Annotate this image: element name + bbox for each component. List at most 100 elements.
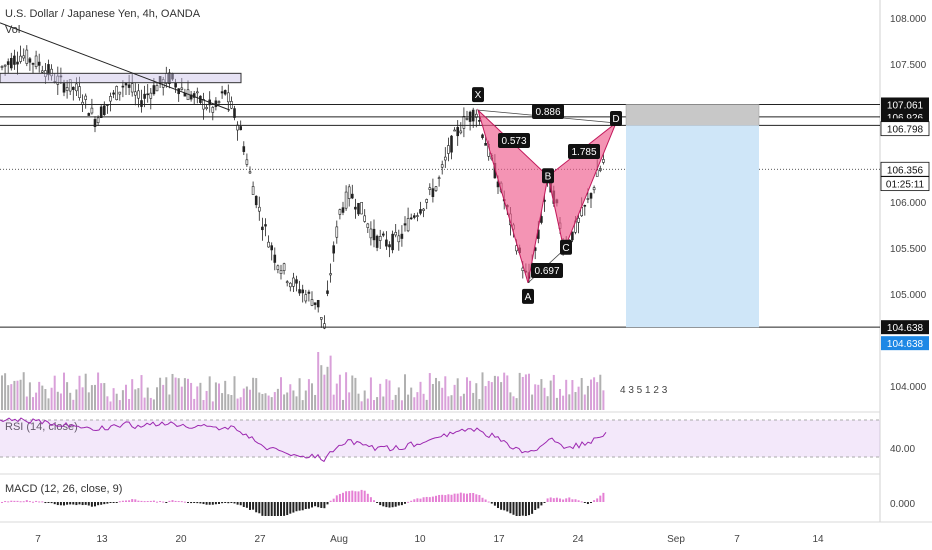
volume-bar	[493, 375, 496, 410]
macd-bar	[469, 493, 472, 502]
macd-label[interactable]: MACD (12, 26, close, 9)	[5, 483, 123, 495]
macd-bar	[97, 502, 100, 506]
candle	[130, 73, 134, 97]
volume-bar	[583, 394, 586, 410]
volume-bar	[28, 382, 31, 410]
candle-body	[217, 101, 221, 103]
pattern-ratio-label: 0.886	[532, 104, 564, 119]
volume-bar	[273, 392, 276, 410]
ratio-text: 0.697	[534, 266, 559, 277]
candle	[385, 231, 388, 250]
candle	[440, 160, 444, 175]
volume-bar	[56, 391, 59, 410]
volume-bar	[242, 388, 245, 410]
volume-bar	[332, 394, 335, 410]
macd-histogram	[1, 489, 605, 516]
volume-bar	[10, 384, 13, 410]
pattern-point-badge	[522, 288, 534, 304]
candle	[406, 207, 410, 233]
price-tag: 106.356	[880, 161, 930, 177]
macd-bar	[156, 501, 158, 503]
candle	[301, 284, 305, 303]
ratio-badge	[531, 263, 563, 278]
candle-body	[180, 87, 184, 90]
volume-bar	[376, 397, 379, 410]
macd-bar	[394, 502, 397, 507]
macd-bar	[180, 501, 183, 503]
volume-bar	[286, 392, 289, 410]
candle	[372, 219, 376, 248]
volume-bar	[487, 380, 490, 410]
candle	[13, 49, 16, 70]
candle	[577, 215, 580, 234]
candle-body	[419, 209, 422, 214]
candle-body	[285, 281, 289, 284]
volume-bar	[323, 374, 326, 410]
volume-bar	[38, 381, 41, 410]
macd-bar	[292, 502, 295, 513]
macd-bar	[72, 502, 75, 505]
volume-bar	[258, 392, 261, 410]
macd-bar	[391, 502, 394, 508]
candle	[465, 110, 469, 121]
candle	[450, 135, 453, 160]
time-axis-tick: 20	[175, 534, 187, 545]
macd-bar	[373, 500, 375, 502]
candle	[115, 85, 118, 101]
volume-bar	[373, 400, 375, 410]
volume-bar	[301, 400, 304, 410]
macd-bar	[342, 492, 344, 502]
watermark-text: 4 3 5 1 2 3	[620, 385, 668, 396]
price-tag-text: 106.356	[887, 165, 924, 176]
price-tag-box	[881, 97, 929, 112]
candle	[186, 80, 190, 101]
macd-bar	[348, 491, 351, 502]
macd-bar	[193, 502, 196, 503]
chart-symbol-title[interactable]: U.S. Dollar / Japanese Yen, 4h, OANDA	[5, 8, 201, 20]
volume-bar	[317, 351, 320, 410]
candle	[366, 222, 370, 234]
candle	[254, 195, 258, 209]
candle	[81, 94, 84, 113]
candle-body	[34, 55, 38, 67]
candle-body	[323, 323, 326, 329]
candle	[270, 242, 274, 261]
pattern-point-a: A	[522, 288, 534, 304]
volume-bar	[571, 380, 574, 410]
pattern-ratio-label: 0.573	[498, 133, 530, 148]
candle	[416, 212, 419, 222]
macd-bar	[459, 492, 462, 502]
volume-bar	[97, 372, 100, 410]
volume-bar	[307, 379, 310, 410]
candle-body	[68, 79, 72, 92]
volume-bar	[435, 377, 437, 410]
volume-bar	[549, 380, 552, 410]
candle	[103, 101, 106, 116]
pattern-ratio-label: 0.697	[531, 263, 563, 278]
volume-bar	[78, 375, 81, 410]
candle-body	[332, 245, 336, 254]
volume-bar	[419, 381, 422, 410]
rsi-label[interactable]: RSI (14, close)	[5, 421, 78, 433]
candle-body	[174, 83, 177, 88]
candle	[248, 166, 252, 175]
macd-bar	[462, 493, 465, 502]
candle-body	[84, 95, 87, 100]
pattern-point-d: D	[610, 110, 622, 126]
volume-bar	[239, 397, 242, 410]
candle-body	[292, 277, 295, 287]
candle	[431, 178, 435, 203]
volume-bar	[199, 382, 202, 410]
time-axis-tick: 27	[254, 534, 266, 545]
ratio-text: 0.886	[535, 107, 560, 118]
macd-bar	[168, 500, 171, 502]
pattern-point-badge	[542, 168, 554, 184]
volume-bar	[382, 396, 385, 410]
macd-bar	[134, 499, 137, 502]
macd-bar	[270, 502, 273, 516]
candle-body	[385, 239, 388, 247]
candle	[236, 121, 239, 141]
macd-bar	[404, 502, 406, 504]
volume-bar	[224, 380, 227, 410]
